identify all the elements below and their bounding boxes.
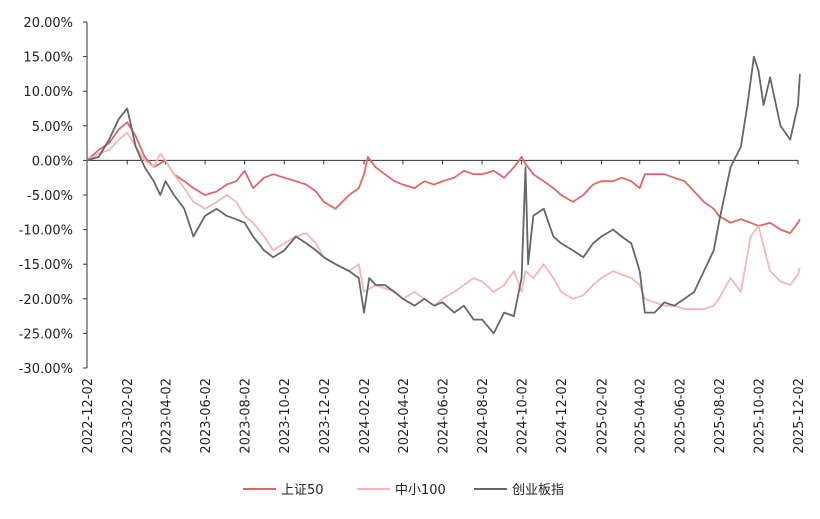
x-tick-label: 2023-08-02 — [239, 378, 254, 454]
y-tick-label: 5.00% — [32, 120, 73, 135]
x-tick-label: 2023-06-02 — [199, 378, 214, 454]
x-tick-label: 2023-12-02 — [318, 378, 333, 454]
x-tick-label: 2022-12-02 — [81, 378, 96, 454]
y-tick-label: -20.00% — [19, 293, 73, 308]
x-tick-label: 2025-10-02 — [752, 378, 767, 454]
legend: 上证50 中小100 创业板指 — [243, 483, 564, 498]
y-tick-label: -15.00% — [19, 258, 73, 273]
legend-label: 中小100 — [395, 483, 446, 498]
y-tick-label: 0.00% — [32, 154, 73, 169]
x-tick-label: 2024-10-02 — [516, 378, 531, 454]
y-tick-label: -10.00% — [19, 224, 73, 239]
x-axis: 2022-12-02 2023-02-02 2023-04-02 2023-06-02… — [81, 159, 807, 454]
y-tick-label: -25.00% — [19, 327, 73, 342]
y-tick-label: -5.00% — [27, 189, 73, 204]
x-tick-label: 2024-08-02 — [476, 378, 491, 454]
x-tick-label: 2024-06-02 — [437, 378, 452, 454]
series-line-2 — [86, 131, 801, 311]
series-line-1 — [86, 121, 801, 234]
x-tick-label: 2025-12-02 — [792, 378, 807, 454]
x-tick-label: 2025-04-02 — [634, 378, 649, 454]
x-tick-label: 2025-06-02 — [673, 378, 688, 454]
y-tick-label: 20.00% — [23, 16, 73, 31]
x-tick-label: 2023-02-02 — [121, 378, 136, 454]
legend-label: 创业板指 — [512, 483, 564, 498]
x-tick-label: 2023-04-02 — [159, 378, 174, 454]
y-axis: 20.00% 15.00% 10.00% 5.00% 0.00% -5.00% -10.00… — [19, 16, 88, 377]
y-tick-label: -30.00% — [19, 362, 73, 377]
x-tick-label: 2025-08-02 — [713, 378, 728, 454]
legend-label: 上证50 — [281, 483, 324, 498]
x-tick-label: 2024-12-02 — [555, 378, 570, 454]
x-tick-label: 2025-02-02 — [595, 378, 610, 454]
x-tick-label: 2024-04-02 — [397, 378, 412, 454]
series-line-3 — [86, 55, 801, 335]
x-tick-label: 2023-10-02 — [278, 378, 293, 454]
series-group — [86, 55, 801, 335]
x-tick-label: 2024-02-02 — [358, 378, 373, 454]
y-tick-label: 10.00% — [23, 85, 73, 100]
y-tick-label: 15.00% — [23, 51, 73, 66]
